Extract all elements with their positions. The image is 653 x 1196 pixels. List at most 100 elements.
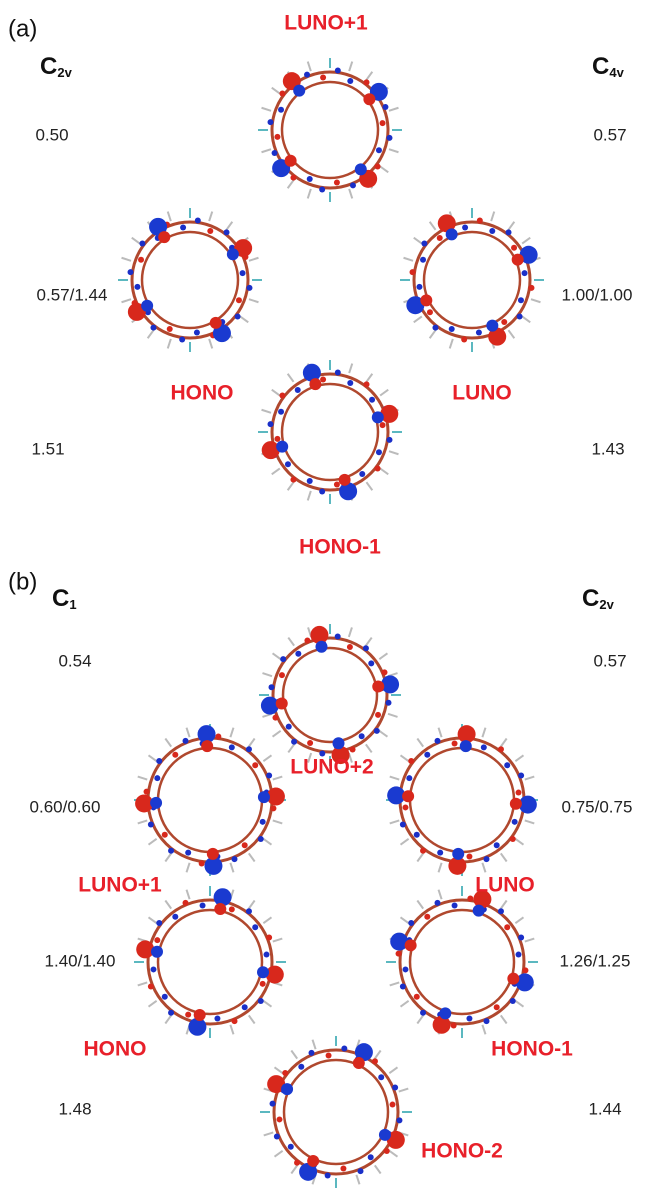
lobe-small <box>420 257 426 263</box>
bond <box>482 863 485 873</box>
ring-inner <box>158 910 262 1014</box>
symmetry-symbol: C <box>592 53 609 80</box>
lobe-small <box>266 773 272 779</box>
lobe-small <box>185 850 191 856</box>
bond <box>417 1015 423 1023</box>
lobe-small <box>451 1022 457 1028</box>
lobe-small <box>154 937 160 943</box>
lobe-small <box>385 700 391 706</box>
lobe-small <box>396 1117 402 1123</box>
bond <box>187 728 190 738</box>
lobe-small <box>278 107 284 113</box>
lobe-small <box>288 1144 294 1150</box>
bond <box>375 1165 381 1173</box>
bond <box>264 1132 274 1135</box>
lobe-medium <box>194 1009 206 1021</box>
lobe-small <box>279 90 285 96</box>
ring-inner <box>424 232 520 328</box>
lobe-small <box>414 994 420 1000</box>
bond <box>388 714 398 717</box>
lobe-small <box>392 1085 398 1091</box>
lobe-medium <box>507 973 519 985</box>
lobe-small <box>285 461 291 467</box>
lobe-small <box>272 715 278 721</box>
lobe-small <box>180 224 186 230</box>
bond <box>308 62 311 72</box>
bond <box>275 1151 283 1157</box>
lobe-small <box>200 902 206 908</box>
bond <box>209 212 212 222</box>
ring-outer <box>132 222 248 338</box>
bond <box>230 1025 233 1035</box>
bond <box>366 744 372 752</box>
lobe-small <box>498 746 504 752</box>
bond <box>273 653 281 659</box>
bond <box>291 1051 297 1059</box>
lobe-small <box>357 1168 363 1174</box>
lobe-small <box>518 935 524 941</box>
bond <box>148 330 154 338</box>
occupation-value: 1.51 <box>31 439 64 458</box>
bond <box>482 1025 485 1035</box>
occupation-value: 1.00/1.00 <box>562 285 633 304</box>
lobe-small <box>258 836 264 842</box>
lobe-small <box>268 119 274 125</box>
lobe-small <box>274 436 280 442</box>
bond <box>288 482 294 490</box>
lobe-small <box>510 998 516 1004</box>
bond <box>375 1051 381 1059</box>
bond <box>273 820 283 823</box>
symmetry-label: C2v <box>582 585 615 612</box>
orbital-label: HONO <box>171 382 234 405</box>
lobe-small <box>363 645 369 651</box>
lobe-medium <box>227 248 239 260</box>
lobe-small <box>402 966 408 972</box>
lobe-small <box>274 1133 280 1139</box>
lobe-small <box>162 994 168 1000</box>
ring-inner <box>283 648 377 742</box>
lobe-small <box>319 488 325 494</box>
lobe-small <box>466 854 472 860</box>
occupation-value: 1.43 <box>591 439 624 458</box>
lobe-medium <box>379 1129 391 1141</box>
lobe-small <box>467 896 473 902</box>
lobe-medium <box>460 740 472 752</box>
bond <box>249 299 259 302</box>
ring-inner <box>410 910 514 1014</box>
lobe-small <box>504 762 510 768</box>
bond <box>249 1015 255 1023</box>
lobe-small <box>260 819 266 825</box>
lobe-small <box>320 74 326 80</box>
orbital-image <box>259 624 401 766</box>
lobe-small <box>517 314 523 320</box>
orbital-label: HONO-1 <box>491 1038 573 1061</box>
ring-outer <box>414 222 530 338</box>
bond <box>366 374 372 382</box>
lobe-small <box>274 134 280 140</box>
bond <box>349 189 352 199</box>
lobe-medium <box>372 680 384 692</box>
lobe-medium <box>510 798 522 810</box>
lobe-medium <box>276 441 288 453</box>
bond <box>399 1089 409 1092</box>
bond <box>417 739 423 747</box>
bond <box>525 820 535 823</box>
lobe-small <box>420 1010 426 1016</box>
bond <box>272 390 280 396</box>
lobe-small <box>347 78 353 84</box>
bond <box>501 853 507 861</box>
orbital-label: LUNO <box>452 382 512 405</box>
lobe-small <box>435 738 441 744</box>
lobe-medium <box>353 1057 365 1069</box>
lobe-medium <box>452 848 464 860</box>
bond <box>273 731 281 737</box>
occupation-value: 1.48 <box>58 1099 91 1118</box>
ring-outer <box>272 374 388 490</box>
lobe-small <box>320 376 326 382</box>
bond <box>249 901 255 909</box>
bond <box>209 339 212 349</box>
lobe-small <box>437 235 443 241</box>
lobe-small <box>134 284 140 290</box>
lobe-small <box>516 790 522 796</box>
lobe-small <box>347 644 353 650</box>
